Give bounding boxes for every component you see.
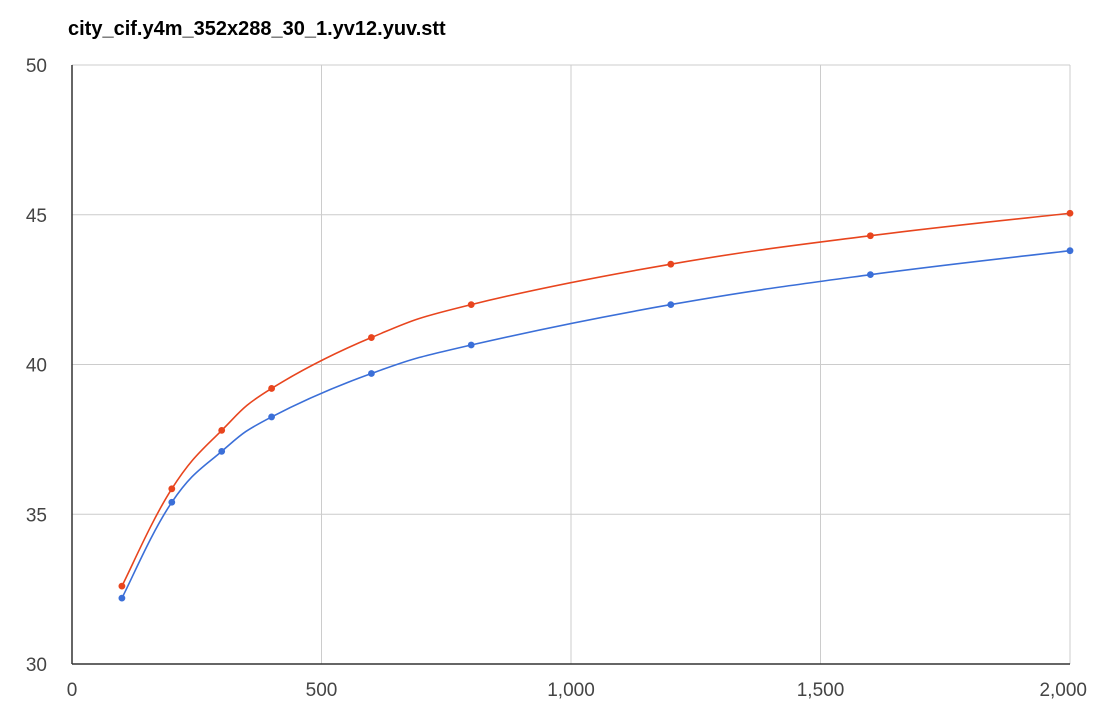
- axes: [71, 65, 1070, 665]
- x-tick-label: 500: [306, 680, 338, 701]
- data-point: [867, 271, 874, 279]
- data-point: [118, 582, 126, 590]
- series-group: [118, 209, 1074, 602]
- series-1: [118, 209, 1074, 590]
- y-tick-label: 40: [26, 356, 47, 377]
- series-line: [121, 212, 1071, 587]
- x-tick-label: 2,000: [1039, 680, 1087, 701]
- grid-lines: [72, 64, 1071, 664]
- data-point: [168, 498, 176, 506]
- data-point: [218, 447, 226, 455]
- x-tick-label: 0: [67, 680, 78, 701]
- y-tick-label: 50: [26, 56, 47, 77]
- chart-title: city_cif.y4m_352x288_30_1.yv12.yuv.stt: [68, 18, 446, 40]
- data-point: [368, 370, 375, 377]
- data-point: [368, 334, 375, 341]
- data-point: [268, 413, 275, 421]
- data-point: [168, 485, 176, 493]
- series-2: [118, 247, 1074, 602]
- y-tick-label: 45: [26, 206, 47, 227]
- data-point: [218, 426, 226, 434]
- data-point: [1066, 209, 1074, 217]
- y-tick-label: 35: [26, 505, 47, 526]
- series-line: [121, 249, 1071, 599]
- data-point: [118, 594, 126, 602]
- data-point: [667, 301, 675, 308]
- data-point: [467, 301, 475, 308]
- data-point: [467, 341, 475, 349]
- data-point: [667, 260, 675, 268]
- data-point: [268, 385, 275, 392]
- data-point: [867, 232, 874, 240]
- data-point: [1066, 247, 1074, 255]
- x-tick-label: 1,000: [547, 680, 595, 701]
- y-tick-label: 30: [26, 655, 47, 676]
- x-tick-label: 1,500: [797, 680, 845, 701]
